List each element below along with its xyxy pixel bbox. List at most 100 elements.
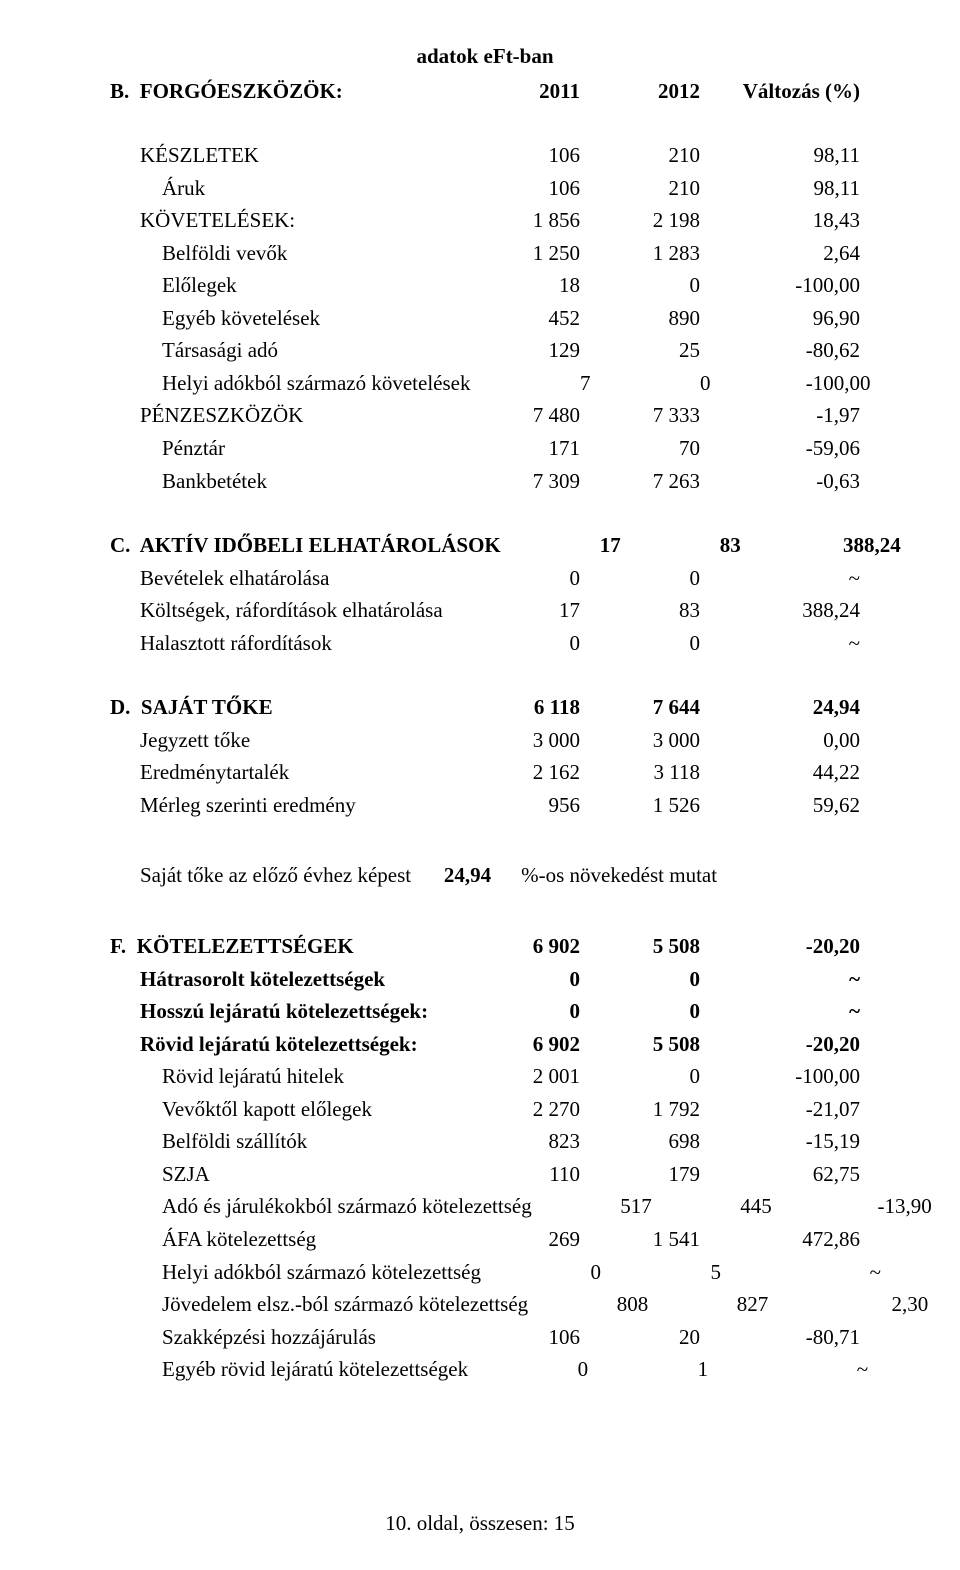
- row-label: SZJA: [110, 1158, 460, 1191]
- growth-prefix: Saját tőke az előző évhez képest: [140, 859, 411, 892]
- row-change: 388,24: [700, 594, 860, 627]
- row-change: 98,11: [700, 139, 860, 172]
- row-label: Jövedelem elsz.-ból származó kötelezetts…: [110, 1288, 528, 1321]
- row-y1: 0: [460, 627, 580, 660]
- row-label: Egyéb rövid lejáratú kötelezettségek: [110, 1353, 468, 1386]
- row-y1: 18: [460, 269, 580, 302]
- table-row: Belföldi vevők1 2501 2832,64: [110, 237, 860, 270]
- row-label: KÉSZLETEK: [110, 139, 460, 172]
- row-label: Helyi adókból származó kötelezettség: [110, 1256, 481, 1289]
- section-d-ch: 24,94: [700, 691, 860, 724]
- table-row: Egyéb rövid lejáratú kötelezettségek01~: [110, 1353, 860, 1386]
- table-row: Helyi adókból származó követelések70-100…: [110, 367, 860, 400]
- section-c-y2: 83: [621, 529, 741, 562]
- table-row: Jegyzett tőke3 0003 0000,00: [110, 724, 860, 757]
- row-change: -1,97: [700, 399, 860, 432]
- col-header-y2: 2012: [580, 75, 700, 108]
- table-row: Bankbetétek7 3097 263-0,63: [110, 465, 860, 498]
- section-d-y2: 7 644: [580, 691, 700, 724]
- table-row: Halasztott ráfordítások00~: [110, 627, 860, 660]
- row-y2: 0: [580, 963, 700, 996]
- spacer: [110, 659, 860, 691]
- section-b-title: B. FORGÓESZKÖZÖK:: [110, 75, 460, 108]
- section-c-title: C. AKTÍV IDŐBELI ELHATÁROLÁSOK: [110, 529, 501, 562]
- equity-growth-line: Saját tőke az előző évhez képest 24,94 %…: [110, 859, 860, 892]
- row-y2: 210: [580, 172, 700, 205]
- table-row: Költségek, ráfordítások elhatárolása1783…: [110, 594, 860, 627]
- col-header-y1: 2011: [460, 75, 580, 108]
- row-label: Egyéb követelések: [110, 302, 460, 335]
- row-y1: 956: [460, 789, 580, 822]
- table-row: Eredménytartalék2 1623 11844,22: [110, 756, 860, 789]
- row-label: Pénztár: [110, 432, 460, 465]
- page-footer: 10. oldal, összesen: 15: [0, 1507, 960, 1540]
- table-row: Társasági adó12925-80,62: [110, 334, 860, 367]
- row-change: 472,86: [700, 1223, 860, 1256]
- row-y2: 0: [580, 995, 700, 1028]
- row-y2: 7 333: [580, 399, 700, 432]
- section-d-title: D. SAJÁT TŐKE: [110, 691, 460, 724]
- row-change: ~: [708, 1353, 868, 1386]
- row-y2: 2 198: [580, 204, 700, 237]
- row-label: Rövid lejáratú kötelezettségek:: [110, 1028, 460, 1061]
- table-row: Hátrasorolt kötelezettségek00~: [110, 963, 860, 996]
- table-row: Hosszú lejáratú kötelezettségek:00~: [110, 995, 860, 1028]
- table-row: Adó és járulékokból származó kötelezetts…: [110, 1190, 860, 1223]
- row-change: -21,07: [700, 1093, 860, 1126]
- row-y2: 698: [580, 1125, 700, 1158]
- row-y1: 269: [460, 1223, 580, 1256]
- row-y2: 0: [590, 367, 710, 400]
- row-change: -100,00: [700, 1060, 860, 1093]
- row-label: KÖVETELÉSEK:: [110, 204, 460, 237]
- table-row: SZJA11017962,75: [110, 1158, 860, 1191]
- row-change: -80,62: [700, 334, 860, 367]
- table-row: Egyéb követelések45289096,90: [110, 302, 860, 335]
- table-row: PÉNZESZKÖZÖK7 4807 333-1,97: [110, 399, 860, 432]
- row-y2: 5: [601, 1256, 721, 1289]
- row-y2: 210: [580, 139, 700, 172]
- row-label: Rövid lejáratú hitelek: [110, 1060, 460, 1093]
- row-y2: 179: [580, 1158, 700, 1191]
- row-label: Vevőktől kapott előlegek: [110, 1093, 460, 1126]
- section-b-header-row: B. FORGÓESZKÖZÖK: 2011 2012 Változás (%): [110, 75, 860, 108]
- row-y1: 1 856: [460, 204, 580, 237]
- row-y2: 0: [580, 269, 700, 302]
- row-y1: 452: [460, 302, 580, 335]
- table-row: KÖVETELÉSEK:1 8562 19818,43: [110, 204, 860, 237]
- row-change: 62,75: [700, 1158, 860, 1191]
- row-y1: 110: [460, 1158, 580, 1191]
- row-label: Eredménytartalék: [110, 756, 460, 789]
- table-row: Bevételek elhatárolása00~: [110, 562, 860, 595]
- row-label: Belföldi vevők: [110, 237, 460, 270]
- row-change: -15,19: [700, 1125, 860, 1158]
- row-y1: 2 270: [460, 1093, 580, 1126]
- section-c-header-row: C. AKTÍV IDŐBELI ELHATÁROLÁSOK 17 83 388…: [110, 529, 860, 562]
- row-label: Hosszú lejáratú kötelezettségek:: [110, 995, 460, 1028]
- growth-suffix: %-os növekedést mutat: [521, 859, 860, 892]
- spacer: [110, 898, 860, 930]
- section-f-title: F. KÖTELEZETTSÉGEK: [110, 930, 460, 963]
- row-change: ~: [700, 963, 860, 996]
- section-c-y1: 17: [501, 529, 621, 562]
- table-row: Pénztár17170-59,06: [110, 432, 860, 465]
- row-y1: 7: [470, 367, 590, 400]
- row-label: Társasági adó: [110, 334, 460, 367]
- section-c-ch: 388,24: [741, 529, 901, 562]
- row-label: Hátrasorolt kötelezettségek: [110, 963, 460, 996]
- row-y1: 129: [460, 334, 580, 367]
- row-y1: 106: [460, 139, 580, 172]
- row-change: ~: [721, 1256, 881, 1289]
- row-change: 2,30: [768, 1288, 928, 1321]
- row-y1: 7 480: [460, 399, 580, 432]
- row-label: Halasztott ráfordítások: [110, 627, 460, 660]
- row-y1: 3 000: [460, 724, 580, 757]
- table-row: Mérleg szerinti eredmény9561 52659,62: [110, 789, 860, 822]
- row-y2: 0: [580, 627, 700, 660]
- row-y2: 7 263: [580, 465, 700, 498]
- row-y1: 106: [460, 172, 580, 205]
- row-label: Áruk: [110, 172, 460, 205]
- spacer: [110, 821, 860, 853]
- section-c-rows: Bevételek elhatárolása00~Költségek, ráfo…: [110, 562, 860, 660]
- row-y1: 6 902: [460, 1028, 580, 1061]
- row-change: -20,20: [700, 1028, 860, 1061]
